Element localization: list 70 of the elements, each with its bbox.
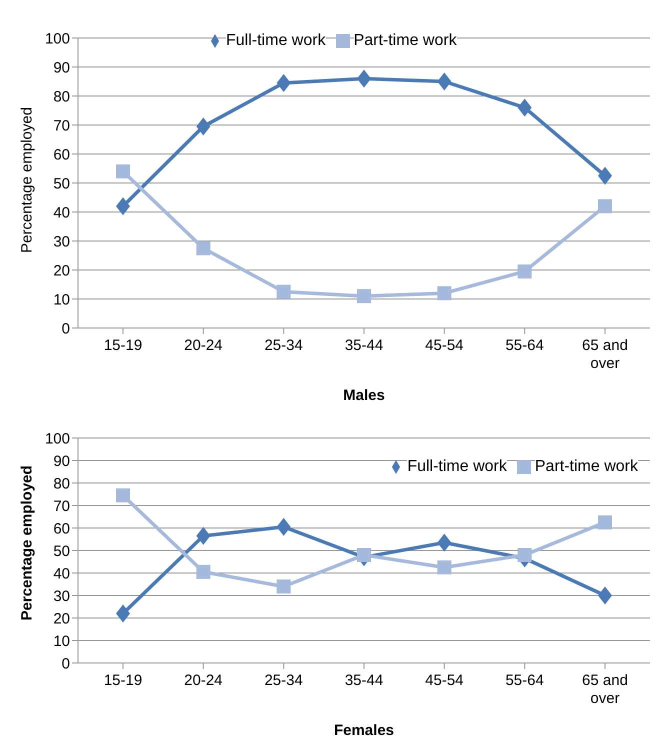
x-tick-label: 15-19 xyxy=(104,672,142,689)
y-tick-label: 70 xyxy=(53,498,70,515)
y-tick-label: 60 xyxy=(53,520,70,538)
y-tick-label: 20 xyxy=(53,610,70,628)
legend-label: Full-time work xyxy=(226,32,326,49)
x-axis-title: Males xyxy=(343,387,385,404)
y-tick-label: 90 xyxy=(53,59,70,76)
y-tick-label: 80 xyxy=(53,475,70,492)
y-tick-label: 10 xyxy=(53,291,70,308)
point xyxy=(518,548,532,562)
y-tick-label: 60 xyxy=(53,146,70,164)
point xyxy=(437,534,452,552)
y-tick-label: 70 xyxy=(53,117,70,134)
point xyxy=(357,548,371,562)
point xyxy=(196,117,210,136)
x-tick-label: 15-19 xyxy=(104,337,142,354)
point xyxy=(598,515,612,530)
point xyxy=(276,74,291,92)
point xyxy=(116,604,130,622)
point xyxy=(116,164,130,178)
x-tick-label: 65 and over xyxy=(582,337,628,372)
y-axis-title: Percentage employed xyxy=(18,465,36,620)
y-tick-label: 40 xyxy=(53,565,70,582)
x-tick-label: 25-34 xyxy=(264,337,303,354)
point xyxy=(518,264,532,278)
point xyxy=(437,560,452,574)
point xyxy=(196,564,210,579)
point xyxy=(598,199,612,214)
point xyxy=(116,197,130,216)
legend-label: Part-time work xyxy=(534,458,638,475)
legend-label: Part-time work xyxy=(354,32,457,49)
point xyxy=(276,284,291,299)
y-tick-label: 80 xyxy=(53,88,70,106)
y-tick-label: 40 xyxy=(53,204,70,222)
x-tick-label: 20-24 xyxy=(184,672,223,689)
x-tick-label: 35-44 xyxy=(344,672,384,689)
x-tick-label: 45-54 xyxy=(425,337,464,354)
point xyxy=(116,488,130,502)
y-tick-label: 30 xyxy=(53,233,70,250)
point xyxy=(196,526,210,545)
x-tick-label: 45-54 xyxy=(425,672,464,689)
y-tick-label: 20 xyxy=(53,262,70,280)
x-tick-label: 25-34 xyxy=(264,672,303,689)
point xyxy=(276,580,291,594)
x-tick-label: 35-44 xyxy=(344,337,384,354)
x-tick-label: 20-24 xyxy=(184,337,223,354)
point xyxy=(437,72,452,90)
x-tick-label: 65 and over xyxy=(582,672,628,707)
point xyxy=(598,166,612,185)
point xyxy=(276,518,291,536)
y-tick-label: 50 xyxy=(53,542,70,560)
y-axis-title: Percentage employed xyxy=(18,107,36,253)
y-tick-label: 100 xyxy=(44,30,70,48)
x-tick-label: 55-64 xyxy=(505,672,544,689)
point xyxy=(196,241,210,256)
point xyxy=(598,586,612,604)
point xyxy=(437,286,452,300)
x-tick-label: 55-64 xyxy=(505,337,544,354)
point xyxy=(357,289,371,304)
point xyxy=(357,70,371,88)
legend-label: Full-time work xyxy=(407,458,507,475)
y-tick-label: 0 xyxy=(62,320,70,338)
y-tick-label: 100 xyxy=(44,430,70,448)
x-axis-title: Females xyxy=(334,722,394,739)
point xyxy=(518,98,532,117)
y-tick-label: 30 xyxy=(53,588,70,605)
y-tick-label: 50 xyxy=(53,175,70,192)
y-tick-label: 10 xyxy=(53,632,70,650)
y-tick-label: 90 xyxy=(53,452,70,470)
y-tick-label: 0 xyxy=(62,655,70,672)
